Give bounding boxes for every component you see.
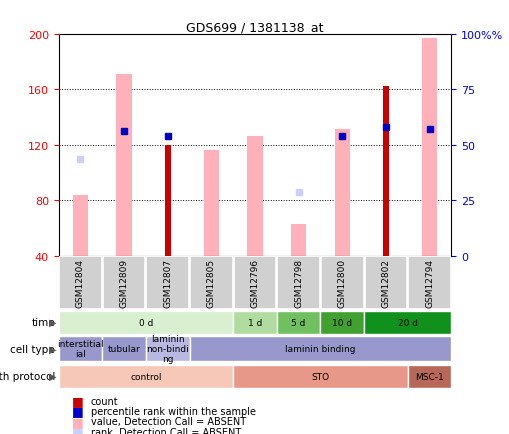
- Text: control: control: [130, 372, 161, 381]
- Text: ▶: ▶: [48, 344, 56, 354]
- Text: GSM12805: GSM12805: [207, 259, 215, 308]
- Bar: [233, 365, 407, 388]
- Text: ■: ■: [71, 415, 83, 428]
- Text: time: time: [32, 318, 55, 327]
- Bar: [164, 145, 170, 256]
- Text: 0 d: 0 d: [138, 318, 153, 327]
- Text: growth protocol: growth protocol: [0, 372, 55, 381]
- Bar: [102, 336, 146, 361]
- Bar: [59, 336, 102, 361]
- Bar: [59, 311, 233, 334]
- Text: value, Detection Call = ABSENT: value, Detection Call = ABSENT: [91, 417, 245, 426]
- Text: ▶: ▶: [48, 318, 56, 327]
- Text: GSM12807: GSM12807: [163, 259, 172, 308]
- Bar: [102, 256, 145, 310]
- Text: 5 d: 5 d: [291, 318, 305, 327]
- Text: ■: ■: [71, 425, 83, 434]
- Text: count: count: [91, 396, 118, 405]
- Bar: [320, 256, 363, 310]
- Bar: [363, 311, 450, 334]
- Text: ■: ■: [71, 394, 83, 407]
- Text: ▶: ▶: [48, 372, 56, 381]
- Bar: [364, 256, 407, 310]
- Bar: [233, 256, 276, 310]
- Bar: [320, 311, 363, 334]
- Bar: [291, 224, 306, 256]
- Text: ■: ■: [71, 404, 83, 418]
- Text: 10 d: 10 d: [331, 318, 352, 327]
- Bar: [59, 256, 102, 310]
- Text: laminin
non-bindi
ng: laminin non-bindi ng: [146, 334, 189, 364]
- Bar: [407, 365, 450, 388]
- Bar: [334, 130, 349, 256]
- Bar: [233, 311, 276, 334]
- Text: STO: STO: [311, 372, 329, 381]
- Bar: [116, 75, 131, 256]
- Bar: [190, 256, 232, 310]
- Text: GSM12800: GSM12800: [337, 259, 346, 308]
- Bar: [203, 151, 218, 256]
- Text: GSM12804: GSM12804: [76, 259, 85, 308]
- Text: laminin binding: laminin binding: [285, 344, 355, 353]
- Bar: [189, 336, 450, 361]
- Text: GSM12798: GSM12798: [294, 259, 302, 308]
- Bar: [407, 256, 450, 310]
- Bar: [59, 365, 233, 388]
- Text: tubular: tubular: [107, 344, 140, 353]
- Bar: [73, 195, 88, 256]
- Text: GSM12796: GSM12796: [250, 259, 259, 308]
- Text: rank, Detection Call = ABSENT: rank, Detection Call = ABSENT: [91, 427, 241, 434]
- Bar: [382, 87, 388, 256]
- Bar: [276, 311, 320, 334]
- Text: interstitial
ial: interstitial ial: [57, 339, 103, 358]
- Bar: [421, 39, 436, 256]
- Bar: [146, 336, 189, 361]
- Text: 20 d: 20 d: [397, 318, 417, 327]
- Text: cell type: cell type: [10, 344, 55, 354]
- Text: GSM12809: GSM12809: [120, 259, 128, 308]
- Bar: [277, 256, 319, 310]
- Bar: [247, 137, 262, 256]
- Bar: [146, 256, 189, 310]
- Text: percentile rank within the sample: percentile rank within the sample: [91, 406, 256, 416]
- Text: GSM12794: GSM12794: [424, 259, 433, 308]
- Text: MSC-1: MSC-1: [414, 372, 443, 381]
- Text: GSM12802: GSM12802: [381, 259, 389, 308]
- Text: 1 d: 1 d: [247, 318, 262, 327]
- Title: GDS699 / 1381138_at: GDS699 / 1381138_at: [186, 20, 323, 33]
